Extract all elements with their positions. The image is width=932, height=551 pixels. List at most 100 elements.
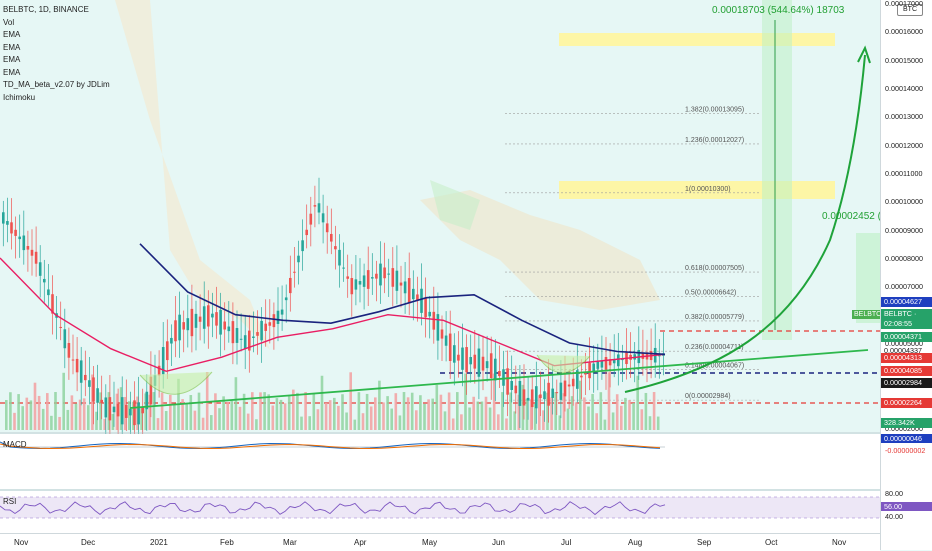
fib-label-4: 0.5(0.00006642) [685, 289, 736, 296]
volume-bar [513, 411, 516, 430]
indicator-ema-1[interactable]: EMA [3, 30, 21, 39]
volume-bar [283, 403, 287, 430]
volume-bar [50, 415, 53, 430]
volume-bar [595, 413, 598, 430]
candle-body [354, 279, 358, 290]
ichimoku-cloud-3 [430, 180, 480, 230]
macd-label[interactable]: MACD [3, 440, 27, 449]
candle-body [239, 338, 243, 340]
price-chart[interactable]: 1.382(0.00013095) 1.236(0.00012027) 1(0.00… [0, 0, 880, 533]
volume-bar [415, 410, 418, 430]
time-label-feb: Feb [220, 538, 234, 547]
volume-bar [628, 400, 631, 430]
volume-bar [99, 392, 102, 430]
volume-bar [78, 399, 82, 430]
volume-bar [246, 413, 250, 430]
candle-body [530, 389, 534, 408]
price-badge: 0.00004371 [881, 332, 932, 342]
candle-body [440, 329, 444, 339]
volume-bar [271, 405, 275, 430]
volume-bar [501, 392, 504, 430]
candle-body [518, 380, 522, 406]
indicator-ema-4[interactable]: EMA [3, 67, 21, 77]
candle-body [63, 329, 67, 349]
volume-bar [369, 406, 373, 430]
volume-bar [197, 392, 201, 430]
currency-label[interactable]: BTC [897, 4, 923, 16]
candle-body [198, 316, 202, 322]
candle-body [22, 235, 26, 251]
price-tick: 0.00007000 [885, 282, 923, 292]
fib-label-5: 0.382(0.00005779) [685, 314, 744, 321]
volume-bar [82, 398, 86, 430]
time-label-apr: Apr [354, 538, 367, 547]
volume-bar [91, 374, 94, 430]
volume-bar [394, 393, 398, 430]
volume-bar [398, 415, 402, 430]
indicator-td-ma[interactable]: TD_MA_beta_v2.07 by JDLim [3, 80, 110, 89]
volume-bar [41, 408, 45, 430]
candle-body [600, 361, 604, 368]
candle-body [514, 385, 518, 394]
indicator-ichimoku[interactable]: Ichimoku [3, 92, 36, 102]
volume-bar [620, 405, 623, 430]
volume-bar [480, 401, 484, 430]
volume-bar [25, 397, 29, 430]
volume-bar [603, 419, 607, 430]
volume-bar [87, 405, 90, 430]
candle-body [543, 391, 546, 400]
volume-bar [29, 400, 33, 430]
rsi-label[interactable]: RSI [3, 497, 17, 506]
fib-label-3: 0.618(0.00007505) [685, 265, 744, 272]
candle-body [608, 359, 612, 366]
price-badge: BELBTC · 0.00004577 [881, 309, 932, 328]
candle-body [453, 345, 456, 363]
volume-bar [345, 412, 348, 430]
candle-body [621, 359, 624, 361]
volume-bar [164, 411, 168, 430]
indicator-ema-3[interactable]: EMA [3, 55, 21, 64]
candle-body [342, 267, 345, 269]
candle-body [248, 330, 251, 351]
indicator-ema-2[interactable]: EMA [3, 42, 21, 52]
candle-body [219, 309, 222, 335]
candle-body [18, 236, 21, 240]
volume-bar [328, 400, 332, 430]
candle-body [522, 389, 526, 406]
symbol-badge: BELBTC [852, 310, 884, 319]
candle-body [223, 321, 226, 330]
chart-plot-area[interactable]: 1.382(0.00013095) 1.236(0.00012027) 1(0.00… [0, 0, 880, 550]
candle-body [580, 375, 583, 378]
candle-body [576, 370, 579, 389]
volume-bar [468, 407, 471, 430]
price-tick: 0.00012000 [885, 140, 923, 150]
volume-bar [488, 407, 492, 430]
price-axis[interactable]: BTC 0.00017000 0.00016000 0.00015000 0.0001… [880, 0, 932, 550]
candle-body [100, 399, 103, 404]
rsi-line [0, 501, 666, 516]
candle-body [211, 313, 214, 318]
time-axis[interactable]: Nov Dec 2021 Feb Mar Apr May Jun Jul Aug… [0, 533, 880, 551]
volume-bar [357, 392, 361, 430]
volume-bar [574, 402, 578, 430]
candle-body [215, 312, 218, 326]
symbol-line[interactable]: BELBTC, 1D, BINANCE [3, 5, 89, 14]
candle-body [506, 368, 509, 395]
time-label-jun: Jun [492, 538, 505, 547]
indicator-vol[interactable]: Vol [3, 17, 15, 27]
candle-body [338, 249, 341, 266]
candle-body [596, 361, 600, 369]
price-tick: 0.00015000 [885, 55, 923, 65]
candle-body [567, 384, 571, 387]
volume-bar [640, 409, 644, 430]
candle-body [547, 382, 550, 406]
target-zone-upper [559, 33, 835, 46]
time-label-2021: 2021 [150, 538, 168, 547]
target-arrow-curve [624, 54, 866, 393]
volume-bar [74, 403, 78, 430]
volume-bar [492, 373, 496, 430]
price-tick: 0.00013000 [885, 112, 923, 122]
volume-bar [148, 394, 152, 430]
volume-bar [529, 399, 533, 430]
candle-body [375, 273, 378, 279]
